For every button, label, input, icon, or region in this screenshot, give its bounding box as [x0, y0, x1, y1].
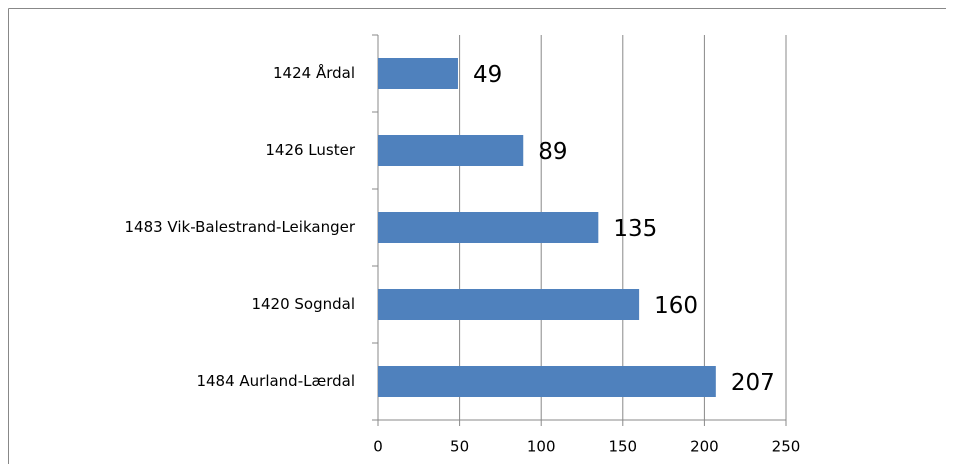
x-tick-label: 50 [450, 438, 469, 456]
value-label: 207 [731, 370, 775, 396]
bar [378, 135, 524, 166]
y-tick-label: 1483 Vik-Balestrand-Leikanger [124, 218, 355, 236]
x-tick-label: 150 [608, 438, 637, 456]
bar [378, 366, 716, 397]
x-tick-label: 200 [690, 438, 719, 456]
value-label: 135 [613, 216, 657, 242]
y-tick-label: 1420 Sogndal [251, 295, 355, 313]
y-tick-label: 1426 Luster [265, 141, 355, 159]
x-tick-label: 0 [373, 438, 383, 456]
bar [378, 212, 599, 243]
bar [378, 289, 640, 320]
y-tick-label: 1484 Aurland-Lærdal [196, 372, 355, 390]
y-tick-label: 1424 Årdal [273, 63, 355, 82]
bar [378, 58, 458, 89]
x-tick-label: 250 [772, 438, 801, 456]
value-label: 89 [538, 139, 567, 165]
value-label: 49 [473, 62, 502, 88]
value-label: 160 [654, 293, 698, 319]
x-tick-label: 100 [527, 438, 556, 456]
